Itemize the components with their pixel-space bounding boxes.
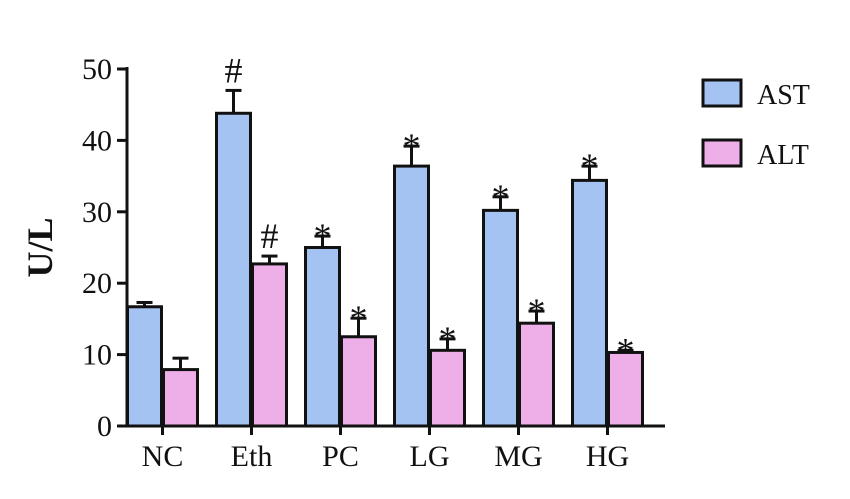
bar-ast-pc (304, 246, 341, 428)
y-tick-label: 50 (82, 53, 112, 86)
x-tick-label: HG (586, 440, 629, 473)
bar-ast-nc (126, 305, 163, 428)
x-tick-label: PC (322, 440, 359, 473)
y-tick-label: 20 (82, 267, 112, 300)
bar-alt-pc (340, 335, 377, 428)
legend-label-alt: ALT (757, 140, 809, 171)
significance-asterisk: * (492, 177, 510, 217)
significance-asterisk: * (350, 298, 368, 338)
legend-swatch-alt (701, 138, 743, 168)
y-tick-label: 0 (97, 410, 112, 443)
x-tick-label: LG (410, 440, 450, 473)
significance-hash: # (225, 50, 243, 90)
bar-ast-mg (482, 208, 519, 428)
x-tick-label: MG (494, 440, 542, 473)
significance-asterisk: * (581, 146, 599, 186)
bar-alt-hg (607, 350, 644, 428)
significance-asterisk: * (403, 126, 421, 166)
bar-alt-eth (251, 262, 288, 428)
bar-ast-hg (571, 178, 608, 428)
bar-ast-lg (393, 164, 430, 428)
x-tick-label: Eth (231, 440, 273, 473)
y-tick-label: 40 (82, 124, 112, 157)
legend-label-ast: AST (757, 80, 810, 111)
y-tick-label: 10 (82, 339, 112, 372)
significance-asterisk: * (314, 216, 332, 256)
bar-alt-mg (518, 321, 555, 428)
significance-asterisk: * (617, 330, 635, 370)
y-axis-label: U/L (20, 217, 60, 277)
x-tick-label: NC (142, 440, 184, 473)
bar-alt-nc (162, 368, 199, 428)
significance-asterisk: * (528, 291, 546, 331)
significance-hash: # (261, 216, 279, 256)
y-tick-label: 30 (82, 196, 112, 229)
bar-alt-lg (429, 348, 466, 428)
legend-swatch-ast (701, 78, 743, 108)
significance-asterisk: * (439, 319, 457, 359)
bar-ast-eth (215, 111, 252, 428)
